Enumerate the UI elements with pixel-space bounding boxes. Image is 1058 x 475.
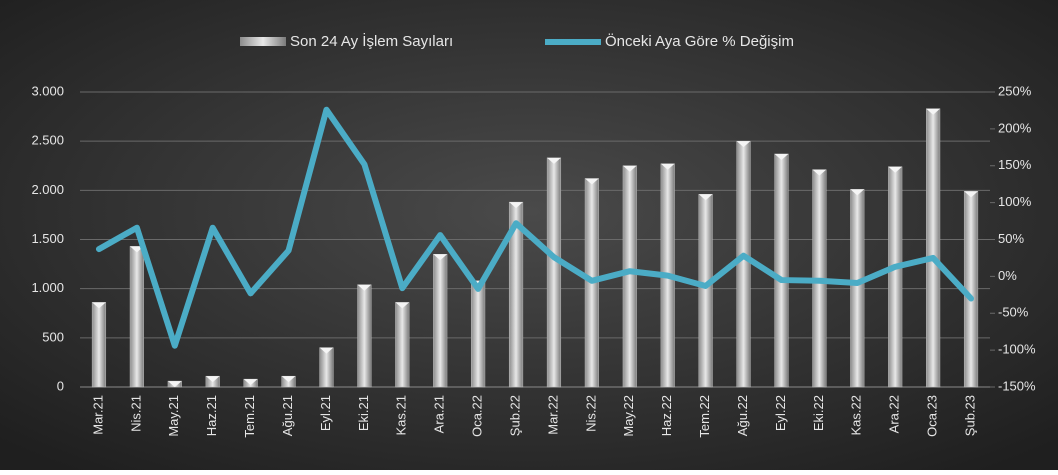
bar bbox=[129, 246, 144, 388]
y2-tick-label: -50% bbox=[998, 305, 1029, 320]
bar bbox=[850, 189, 865, 388]
y2-tick-label: 250% bbox=[998, 83, 1032, 98]
bar-cap bbox=[888, 166, 903, 173]
bar-cap bbox=[850, 189, 865, 196]
bar-cap bbox=[812, 169, 827, 176]
bar bbox=[471, 280, 486, 388]
x-tick-label: May.22 bbox=[621, 395, 636, 437]
x-tick-label: Tem.21 bbox=[242, 395, 257, 438]
bar bbox=[395, 302, 410, 388]
bar bbox=[546, 157, 562, 388]
bar-cap bbox=[585, 178, 599, 185]
bar bbox=[736, 140, 751, 388]
y2-tick-label: 50% bbox=[998, 231, 1024, 246]
legend-swatch bbox=[240, 37, 286, 46]
x-tick-label: Nis.22 bbox=[583, 395, 598, 432]
x-tick-label: Tem.22 bbox=[697, 395, 712, 438]
x-tick-label: Haz.22 bbox=[659, 395, 674, 436]
y-tick-label: 500 bbox=[42, 329, 64, 344]
x-tick-label: Ara.22 bbox=[887, 395, 902, 433]
legend-label: Önceki Aya Göre % Değişim bbox=[605, 32, 794, 50]
bar-cap bbox=[205, 376, 220, 383]
x-tick-label: Ara.21 bbox=[432, 395, 447, 433]
bar-cap bbox=[926, 108, 940, 115]
bar-cap bbox=[509, 202, 523, 209]
x-tick-label: Ağu.21 bbox=[280, 395, 295, 436]
y2-tick-label: 200% bbox=[998, 120, 1032, 135]
x-tick-label: Mar.22 bbox=[545, 395, 560, 435]
bar-cap bbox=[167, 381, 182, 388]
bar-cap bbox=[357, 284, 372, 291]
y-tick-label: 3.000 bbox=[31, 83, 64, 98]
legend-label: Son 24 Ay İşlem Sayıları bbox=[290, 32, 453, 50]
line bbox=[95, 106, 975, 349]
y2-tick-label: 100% bbox=[998, 194, 1032, 209]
bar-cap bbox=[281, 376, 296, 383]
bar-cap bbox=[774, 153, 789, 160]
x-tick-label: Kas.22 bbox=[849, 395, 864, 435]
y-tick-label: 2.000 bbox=[31, 182, 64, 197]
x-tick-label: Mar.21 bbox=[90, 395, 105, 435]
x-tick-label: Şub.23 bbox=[962, 395, 977, 436]
bar bbox=[91, 302, 107, 388]
bar bbox=[774, 153, 789, 388]
bar-cap bbox=[92, 302, 106, 309]
x-tick-label: Eyl.21 bbox=[318, 395, 333, 431]
x-tick-label: Eki.21 bbox=[356, 395, 371, 431]
x-tick-label: Haz.21 bbox=[204, 395, 219, 436]
x-tick-label: Nis.21 bbox=[128, 395, 143, 432]
bar-cap bbox=[622, 165, 637, 172]
y-tick-label: 2.500 bbox=[31, 133, 64, 148]
bar bbox=[926, 108, 941, 388]
x-tick-label: Oca.22 bbox=[470, 395, 485, 437]
plot: 0 500 1.000 1.500 2.000 2.500 3.000 -150% -100% -… bbox=[31, 32, 1036, 438]
bar bbox=[622, 165, 637, 388]
bar-cap bbox=[698, 194, 713, 201]
y2-tick-label: -150% bbox=[998, 378, 1036, 393]
bar bbox=[698, 194, 713, 388]
x-tick-label: Ağu.22 bbox=[735, 395, 750, 436]
bar bbox=[888, 166, 903, 388]
bar-cap bbox=[547, 157, 561, 164]
x-tick-label: Kas.21 bbox=[394, 395, 409, 435]
y2-tick-label: -100% bbox=[998, 342, 1036, 357]
bar bbox=[357, 284, 372, 388]
bar-cap bbox=[433, 254, 448, 261]
x-tick-label: Oca.23 bbox=[925, 395, 940, 437]
bar-cap bbox=[736, 141, 751, 148]
bar-cap bbox=[964, 191, 978, 198]
x-tick-label: Eki.22 bbox=[811, 395, 826, 431]
x-tick-label: Şub.22 bbox=[507, 395, 522, 436]
y-tick-label: 1.500 bbox=[31, 231, 64, 246]
bar-cap bbox=[243, 379, 258, 386]
x-tick-label: May.21 bbox=[166, 395, 181, 437]
y2-tick-label: 150% bbox=[998, 157, 1032, 172]
y2-tick-label: 0% bbox=[998, 268, 1017, 283]
y-tick-label: 0 bbox=[57, 378, 64, 393]
bar bbox=[433, 254, 448, 388]
y-tick-label: 1.000 bbox=[31, 280, 64, 295]
x-tick-label: Eyl.22 bbox=[773, 395, 788, 431]
bar-cap bbox=[395, 302, 410, 309]
bar-cap bbox=[319, 347, 334, 354]
bar-cap bbox=[660, 163, 675, 170]
